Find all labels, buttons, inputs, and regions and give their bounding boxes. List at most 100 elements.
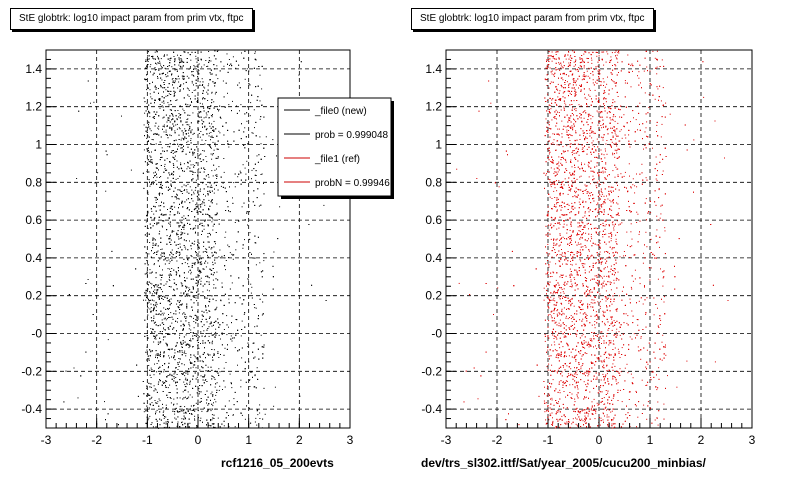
scatter-point	[195, 190, 196, 191]
scatter-point	[205, 379, 206, 380]
scatter-point	[204, 126, 205, 127]
scatter-point	[157, 128, 158, 129]
scatter-point	[244, 147, 245, 148]
scatter-point	[209, 318, 210, 319]
scatter-point	[207, 295, 208, 296]
scatter-point	[155, 305, 156, 306]
scatter-point	[204, 296, 205, 297]
scatter-point	[188, 272, 189, 273]
scatter-point	[220, 257, 221, 258]
scatter-point	[190, 68, 191, 69]
scatter-point	[182, 201, 183, 202]
scatter-point	[226, 315, 227, 316]
scatter-point	[146, 360, 147, 361]
scatter-point	[193, 318, 194, 319]
scatter-point	[178, 422, 179, 423]
scatter-point	[202, 319, 203, 320]
scatter-point	[204, 88, 205, 89]
scatter-point	[210, 384, 211, 385]
scatter-point	[184, 185, 185, 186]
scatter-point	[199, 64, 200, 65]
scatter-point	[151, 183, 152, 184]
scatter-point	[218, 322, 219, 323]
scatter-point	[231, 322, 232, 323]
scatter-point	[153, 320, 154, 321]
scatter-point	[186, 240, 187, 241]
scatter-point	[180, 238, 181, 239]
scatter-point	[184, 277, 185, 278]
scatter-point	[174, 56, 175, 57]
scatter-point	[193, 201, 194, 202]
scatter-point	[175, 377, 176, 378]
scatter-point	[216, 158, 217, 159]
scatter-point	[197, 212, 198, 213]
scatter-point	[189, 96, 190, 97]
scatter-point	[177, 161, 178, 162]
scatter-point	[204, 229, 205, 230]
scatter-point	[181, 296, 182, 297]
scatter-point	[210, 132, 211, 133]
scatter-point	[247, 143, 248, 144]
scatter-point	[156, 211, 157, 212]
scatter-point	[200, 357, 201, 358]
scatter-point	[179, 78, 180, 79]
scatter-point	[154, 308, 155, 309]
scatter-point	[167, 122, 168, 123]
scatter-point	[187, 88, 188, 89]
scatter-point	[175, 368, 176, 369]
scatter-point	[150, 71, 151, 72]
scatter-point	[217, 351, 218, 352]
scatter-point	[167, 281, 168, 282]
scatter-point	[178, 234, 179, 235]
scatter-point	[148, 122, 149, 123]
scatter-point	[201, 59, 202, 60]
scatter-point	[181, 418, 182, 419]
scatter-point	[178, 248, 179, 249]
scatter-point	[151, 208, 152, 209]
scatter-point	[156, 87, 157, 88]
scatter-point	[195, 98, 196, 99]
scatter-point	[144, 411, 145, 412]
scatter-point	[183, 324, 184, 325]
scatter-point	[221, 186, 222, 187]
scatter-point	[172, 209, 173, 210]
scatter-point	[223, 380, 224, 381]
scatter-point	[216, 392, 217, 393]
scatter-point	[209, 117, 210, 118]
scatter-point	[204, 376, 205, 377]
scatter-point	[196, 83, 197, 84]
scatter-point	[244, 51, 245, 52]
scatter-point	[193, 167, 194, 168]
scatter-point	[138, 396, 139, 397]
scatter-point	[259, 418, 260, 419]
scatter-point	[160, 380, 161, 381]
scatter-point	[226, 260, 227, 261]
scatter-point	[156, 335, 157, 336]
scatter-point	[154, 102, 155, 103]
scatter-point	[254, 307, 255, 308]
scatter-point	[188, 184, 189, 185]
scatter-point	[174, 295, 175, 296]
scatter-point	[190, 368, 191, 369]
scatter-point	[192, 310, 193, 311]
scatter-point	[185, 373, 186, 374]
scatter-point	[151, 130, 152, 131]
scatter-point	[160, 354, 161, 355]
scatter-point	[168, 187, 169, 188]
scatter-point	[193, 65, 194, 66]
scatter-point	[212, 230, 213, 231]
scatter-point	[146, 388, 147, 389]
scatter-point	[174, 159, 175, 160]
scatter-point	[166, 244, 167, 245]
scatter-point	[228, 206, 229, 207]
scatter-point	[173, 78, 174, 79]
scatter-point	[197, 404, 198, 405]
scatter-point	[217, 78, 218, 79]
scatter-point	[172, 124, 173, 125]
scatter-point	[180, 163, 181, 164]
scatter-point	[213, 64, 214, 65]
scatter-point	[238, 221, 239, 222]
scatter-point	[260, 299, 261, 300]
scatter-point	[214, 50, 215, 51]
scatter-point	[259, 413, 260, 414]
